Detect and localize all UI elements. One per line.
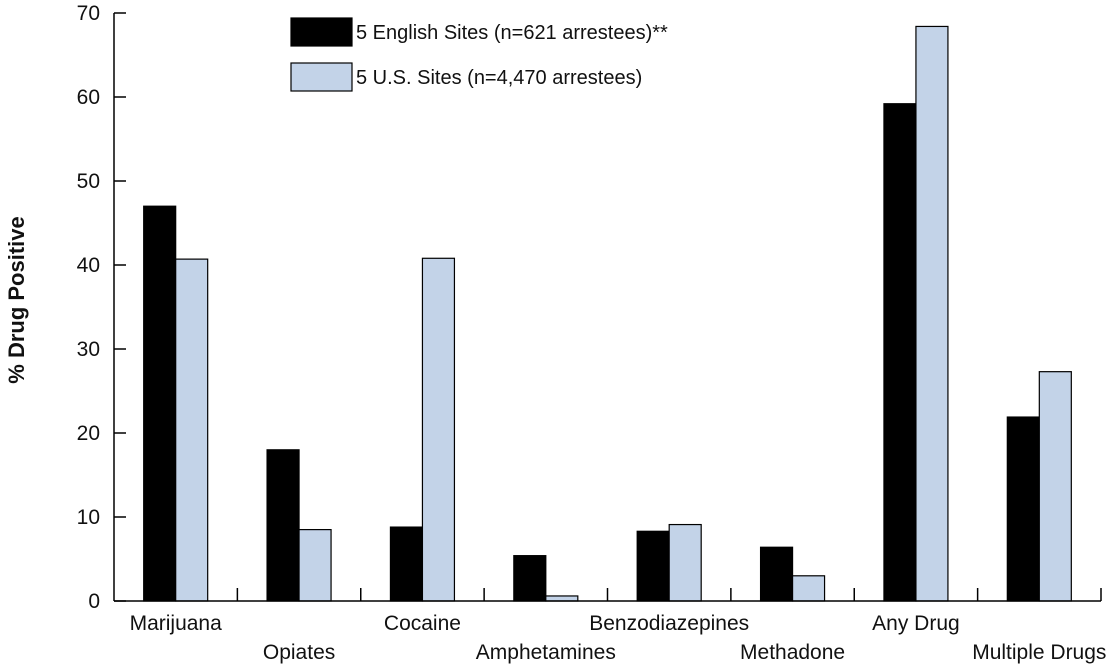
y-tick-label-3: 30 <box>77 338 100 361</box>
category-label-7: Multiple Drugs <box>972 641 1106 664</box>
category-label-3: Amphetamines <box>476 641 616 664</box>
y-tick-label-4: 40 <box>77 254 100 277</box>
legend-label-0: 5 English Sites (n=621 arrestees)** <box>356 22 668 44</box>
bar-us-2 <box>421 257 456 602</box>
category-labels: Marijuana Opiates Cocaine Amphetamines Benzo… <box>130 612 1107 664</box>
bar-us-6 <box>915 25 949 602</box>
legend: 5 English Sites (n=621 arrestees)** 5 U.S… <box>290 17 668 92</box>
category-label-1: Opiates <box>263 641 335 664</box>
y-tick-label-7: 70 <box>77 2 100 25</box>
bar-us-7 <box>1038 371 1072 602</box>
bar-us-0 <box>175 258 209 602</box>
category-label-0: Marijuana <box>130 612 223 635</box>
legend-swatch-0 <box>290 17 353 47</box>
category-label-6: Any Drug <box>872 612 960 635</box>
bar-english-6 <box>883 103 917 602</box>
y-tick-label-2: 20 <box>77 422 100 445</box>
bars-layer <box>143 25 1072 602</box>
category-label-2: Cocaine <box>384 612 461 635</box>
legend-label-1: 5 U.S. Sites (n=4,470 arrestees) <box>356 67 642 89</box>
category-label-4: Benzodiazepines <box>589 612 749 635</box>
y-tick-label-0: 0 <box>88 590 100 613</box>
y-axis-label: % Drug Positive <box>4 216 29 383</box>
bar-english-3 <box>513 555 547 602</box>
y-tick-label-5: 50 <box>77 170 100 193</box>
y-tick-label-1: 10 <box>77 506 100 529</box>
legend-swatch-1 <box>290 62 353 92</box>
bar-us-1 <box>298 528 332 602</box>
bar-us-4 <box>668 523 702 602</box>
bar-english-1 <box>266 449 300 602</box>
bar-english-2 <box>389 526 424 602</box>
ticks-layer: 0 10 20 30 40 50 60 70 <box>77 2 1102 613</box>
bar-english-4 <box>636 530 670 602</box>
axes-layer <box>113 13 1101 602</box>
bar-us-5 <box>791 575 826 602</box>
bar-english-7 <box>1006 416 1040 602</box>
y-tick-label-6: 60 <box>77 86 100 109</box>
bar-us-3 <box>545 595 579 602</box>
category-label-5: Methadone <box>740 641 845 664</box>
bar-english-0 <box>143 205 177 602</box>
bar-english-5 <box>759 546 794 602</box>
